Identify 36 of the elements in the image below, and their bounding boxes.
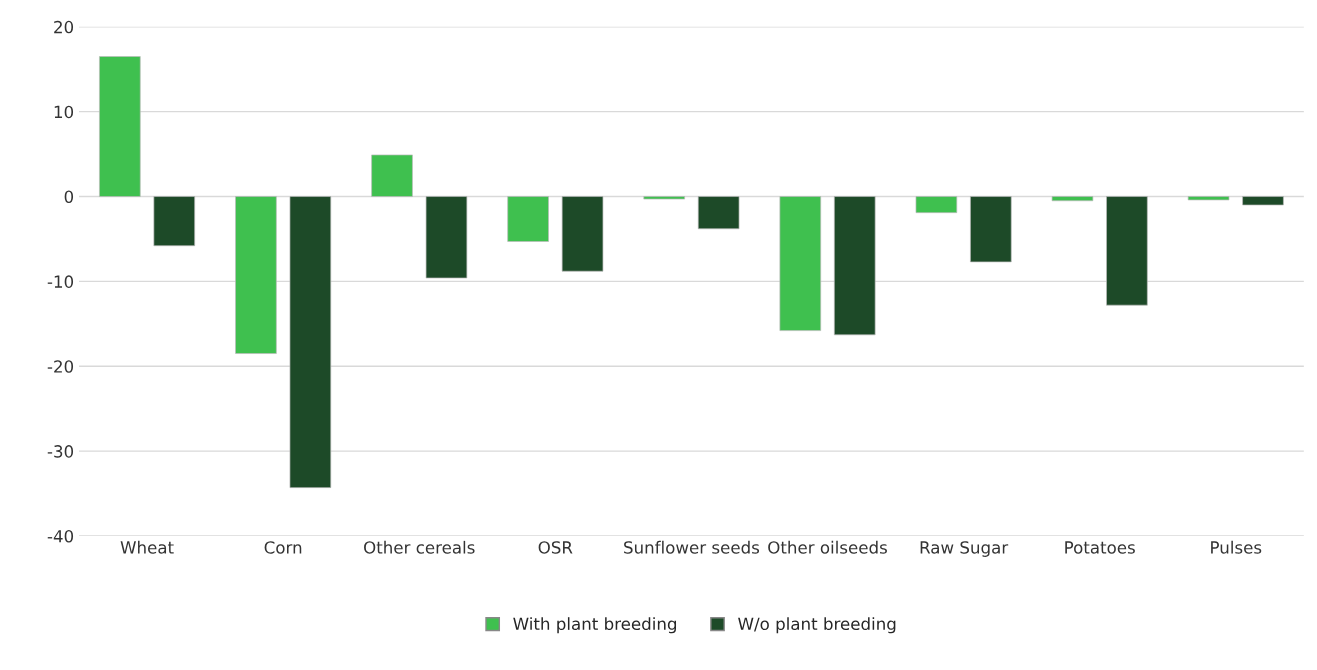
legend-label: With plant breeding [513, 617, 677, 634]
bar [561, 196, 604, 272]
bar [1242, 196, 1284, 206]
bar [507, 196, 549, 242]
bar [371, 154, 413, 197]
y-tick-label: 10 [54, 105, 74, 119]
y-tick-label: -20 [47, 360, 74, 373]
x-tick-label: Corn [264, 541, 302, 554]
y-tick-label: 0 [64, 190, 74, 204]
bar [1106, 196, 1148, 306]
y-tick-label: -10 [47, 275, 74, 288]
bar [970, 196, 1012, 263]
bar [425, 196, 468, 279]
bar [779, 196, 822, 331]
x-tick-label: Other oilseeds [768, 540, 887, 554]
x-tick-label: Potatoes [1065, 541, 1135, 554]
bar [1187, 196, 1230, 201]
x-tick-label: Sunflower seeds [624, 540, 760, 554]
bar [643, 196, 685, 200]
bar [153, 196, 196, 247]
x-tick-label: Raw Sugar [920, 541, 1009, 557]
bar [1051, 196, 1094, 202]
y-tick-label: -30 [47, 445, 74, 458]
x-tick-label: OSR [538, 541, 573, 554]
x-tick-label: Wheat [120, 540, 174, 554]
bar [289, 196, 332, 488]
bar [915, 196, 958, 214]
bar [99, 56, 141, 197]
x-tick-label: Pulses [1211, 540, 1262, 554]
x-tick-label: Other cereals [364, 540, 475, 554]
legend-label: W/o plant breeding [738, 617, 896, 634]
y-tick-label: -40 [47, 529, 74, 543]
bar [697, 196, 740, 230]
bar [833, 196, 876, 336]
y-tick-label: 20 [54, 20, 74, 34]
bar [235, 196, 277, 354]
